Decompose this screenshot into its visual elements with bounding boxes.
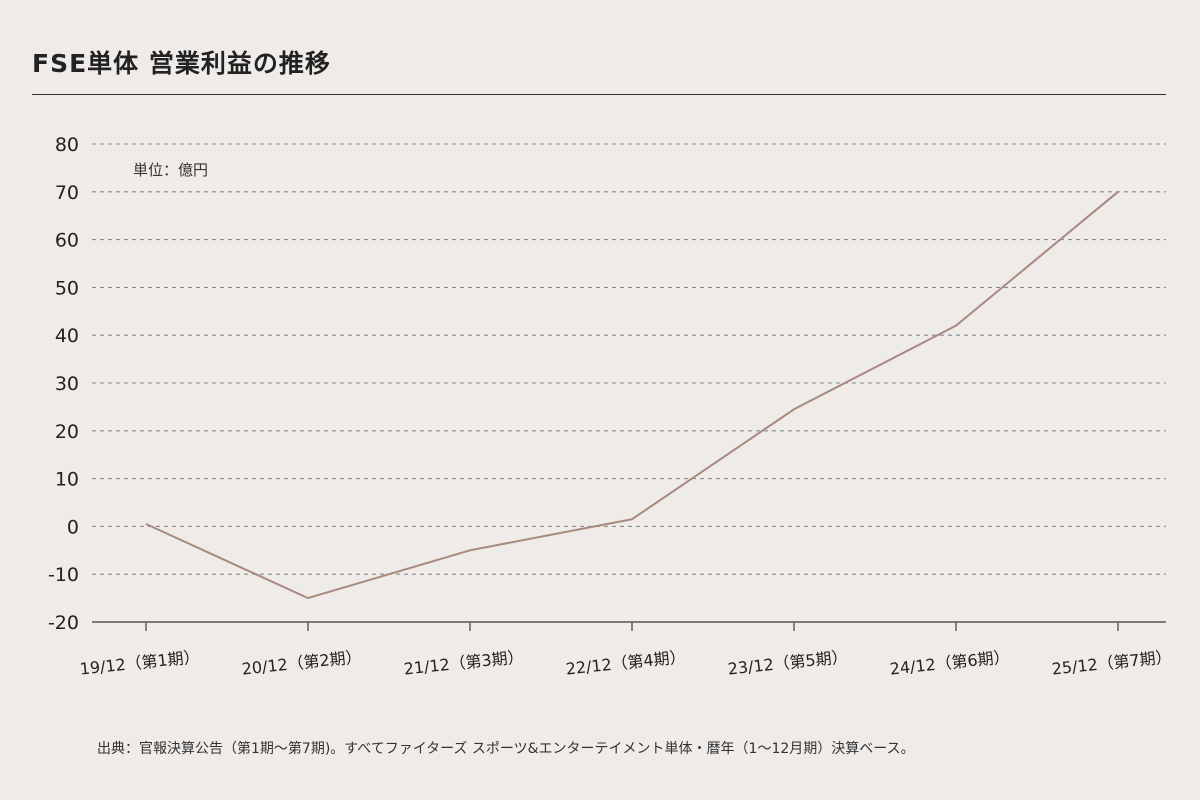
y-tick-label: 30 xyxy=(55,373,79,395)
y-tick-label: 70 xyxy=(55,182,79,204)
y-tick-label: 50 xyxy=(55,277,79,299)
y-tick-label: 0 xyxy=(67,516,79,538)
grid-lines xyxy=(92,143,1166,623)
y-tick-label: 80 xyxy=(55,134,79,156)
x-tick-label: 19/12（第1期） xyxy=(79,647,201,678)
y-tick-label: -20 xyxy=(48,612,79,634)
y-axis-labels: 80 70 60 50 40 30 20 10 0 -10 -20 xyxy=(48,134,79,634)
x-axis: 19/12（第1期） 20/12（第2期） 21/12（第3期） 22/12（第4期）… xyxy=(79,622,1173,679)
series-line-0 xyxy=(145,191,1119,600)
y-tick-label: 20 xyxy=(55,421,79,443)
y-tick-label: 60 xyxy=(55,230,79,252)
y-tick-label: 40 xyxy=(55,325,79,347)
chart-title: FSE単体 営業利益の推移 xyxy=(32,49,331,78)
y-tick-label: 10 xyxy=(55,469,79,491)
x-tick-label: 23/12（第5期） xyxy=(727,647,849,678)
x-tick-label: 25/12（第7期） xyxy=(1051,647,1173,678)
y-tick-label: -10 xyxy=(48,564,79,586)
x-tick-label: 20/12（第2期） xyxy=(241,647,363,678)
series-layer xyxy=(145,191,1119,600)
x-tick-label: 21/12（第3期） xyxy=(403,647,525,678)
x-tick-label: 22/12（第4期） xyxy=(565,647,687,678)
unit-label: 単位：億円 xyxy=(133,161,208,179)
x-tick-label: 24/12（第6期） xyxy=(889,647,1011,678)
source-note: 出典：官報決算公告（第1期〜第7期)。すべてファイターズ スポーツ&エンターテイ… xyxy=(97,741,915,757)
title-divider xyxy=(32,94,1166,95)
